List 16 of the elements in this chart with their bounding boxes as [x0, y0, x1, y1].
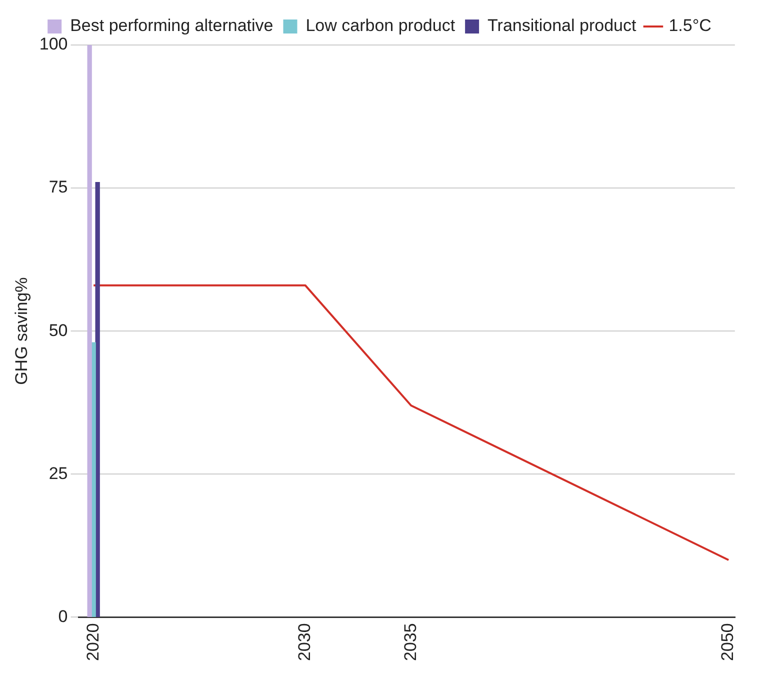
legend-label: Best performing alternative	[70, 16, 274, 36]
y-tick-label: 25	[48, 464, 68, 483]
y-tick-label: 100	[39, 34, 68, 54]
y-tick-label: 0	[58, 606, 68, 626]
x-tick-label: 2020	[83, 623, 102, 662]
y-axis-title: GHG saving%	[12, 277, 31, 385]
y-tick-label: 50	[48, 320, 68, 340]
y-tick-label: 75	[48, 178, 68, 197]
legend-label: Transitional product	[488, 16, 636, 36]
x-tick-label: 2035	[400, 623, 420, 662]
legend-label: 1.5°C	[668, 16, 712, 36]
x-tick-label: 2030	[294, 623, 314, 662]
bar	[95, 182, 100, 618]
legend-label: Low carbon product	[306, 16, 456, 36]
x-tick-label: 2050	[718, 623, 738, 662]
bar	[87, 45, 92, 618]
